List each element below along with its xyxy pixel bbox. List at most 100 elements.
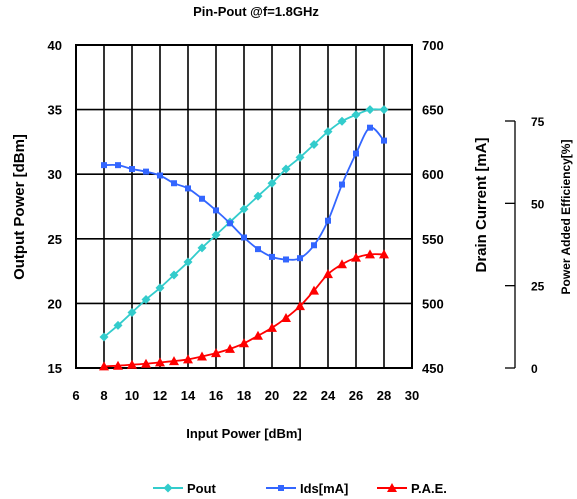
data-point-pout: [295, 152, 305, 162]
data-point-pout: [379, 105, 389, 115]
y-right-tick-label: 650: [422, 103, 444, 118]
data-point-pout: [113, 320, 123, 330]
legend-marker-pout: [163, 483, 173, 493]
data-point-ids-ma: [297, 255, 303, 262]
x-tick-label: 24: [321, 388, 336, 403]
data-point-p-a-e: [113, 360, 123, 370]
data-point-p-a-e: [309, 285, 319, 295]
data-point-pout: [323, 127, 333, 137]
y-right-tick-label: 600: [422, 167, 444, 182]
y-left-tick-label: 15: [48, 361, 62, 376]
data-point-p-a-e: [141, 358, 151, 368]
data-point-pout: [365, 105, 375, 115]
pae-tick-label: 25: [531, 280, 545, 294]
data-point-ids-ma: [143, 168, 149, 175]
data-point-pout: [127, 307, 137, 317]
data-point-ids-ma: [311, 242, 317, 249]
data-point-ids-ma: [199, 195, 205, 202]
pae-tick-label: 75: [531, 115, 545, 129]
data-point-ids-ma: [157, 172, 163, 179]
data-point-ids-ma: [353, 150, 359, 157]
series-ids-ma: [101, 124, 387, 263]
chart-title: Pin-Pout @f=1.8GHz: [193, 4, 319, 19]
data-point-pout: [155, 283, 165, 293]
y-right-tick-labels: 450 500 550 600 650 700: [422, 38, 444, 376]
data-point-pout: [253, 191, 263, 201]
data-point-pout: [141, 295, 151, 305]
legend-label-p-a-e: P.A.E.: [411, 481, 447, 496]
data-point-pout: [309, 139, 319, 149]
data-point-p-a-e: [323, 269, 333, 279]
x-tick-label: 28: [377, 388, 391, 403]
data-point-pout: [337, 116, 347, 126]
data-point-p-a-e: [239, 338, 249, 348]
data-point-ids-ma: [283, 256, 289, 263]
x-tick-label: 8: [100, 388, 107, 403]
y-right-tick-label: 550: [422, 232, 444, 247]
y-right-tick-label: 450: [422, 361, 444, 376]
series-layer: [99, 105, 389, 371]
y-right-axis-label: Drain Current [mA]: [473, 137, 490, 272]
pae-axis: 0 25 50 75: [505, 115, 545, 376]
pae-tick-label: 0: [531, 362, 538, 376]
data-point-pout: [197, 243, 207, 253]
data-point-pout: [281, 164, 291, 174]
data-point-p-a-e: [183, 354, 193, 364]
y-left-axis-label: Output Power [dBm]: [11, 134, 28, 280]
pae-axis-label: Power Added Efficiency[%]: [559, 140, 573, 295]
y-left-tick-label: 30: [48, 167, 62, 182]
legend-marker-p-a-e: [387, 483, 397, 492]
data-point-ids-ma: [101, 162, 107, 169]
data-point-pout: [211, 230, 221, 240]
x-tick-label: 12: [153, 388, 167, 403]
data-point-pout: [183, 257, 193, 267]
series-p-a-e: [99, 249, 389, 371]
data-point-ids-ma: [227, 220, 233, 227]
y-left-tick-label: 20: [48, 296, 62, 311]
data-point-p-a-e: [99, 361, 109, 371]
x-tick-label: 26: [349, 388, 363, 403]
data-point-p-a-e: [351, 252, 361, 262]
data-point-ids-ma: [255, 246, 261, 253]
x-tick-label: 16: [209, 388, 223, 403]
legend-label-pout: Pout: [187, 481, 217, 496]
data-point-pout: [169, 270, 179, 280]
data-point-p-a-e: [211, 348, 221, 358]
legend: Pout Ids[mA] P.A.E.: [153, 481, 447, 496]
x-tick-label: 22: [293, 388, 307, 403]
data-point-p-a-e: [253, 330, 263, 340]
y-left-tick-label: 35: [48, 103, 62, 118]
data-point-ids-ma: [241, 234, 247, 241]
x-tick-label: 14: [181, 388, 196, 403]
data-point-ids-ma: [171, 180, 177, 187]
x-tick-label: 30: [405, 388, 419, 403]
data-point-ids-ma: [129, 166, 135, 173]
data-point-p-a-e: [295, 301, 305, 311]
data-point-pout: [267, 178, 277, 188]
data-point-ids-ma: [325, 217, 331, 224]
data-point-pout: [239, 204, 249, 214]
plot-area-border: [75, 44, 413, 369]
y-left-tick-labels: 15 20 25 30 35 40: [48, 38, 62, 376]
data-point-ids-ma: [367, 124, 373, 131]
y-right-tick-label: 500: [422, 296, 444, 311]
data-point-p-a-e: [169, 356, 179, 366]
data-point-p-a-e: [337, 259, 347, 269]
legend-marker-ids-ma: [278, 485, 284, 491]
data-point-p-a-e: [155, 357, 165, 367]
x-tick-label: 18: [237, 388, 251, 403]
data-point-pout: [351, 110, 361, 120]
y-left-tick-label: 25: [48, 232, 62, 247]
x-tick-label: 6: [72, 388, 79, 403]
data-point-p-a-e: [127, 359, 137, 369]
data-point-ids-ma: [185, 185, 191, 192]
data-point-p-a-e: [379, 249, 389, 259]
y-left-tick-label: 40: [48, 38, 62, 53]
x-tick-label: 20: [265, 388, 279, 403]
y-right-tick-label: 700: [422, 38, 444, 53]
data-point-p-a-e: [281, 312, 291, 322]
x-tick-labels: 6 8 10 12 14 16 18 20 22 24 26 28 30: [72, 388, 419, 403]
data-point-p-a-e: [267, 322, 277, 332]
pae-tick-label: 50: [531, 197, 545, 211]
